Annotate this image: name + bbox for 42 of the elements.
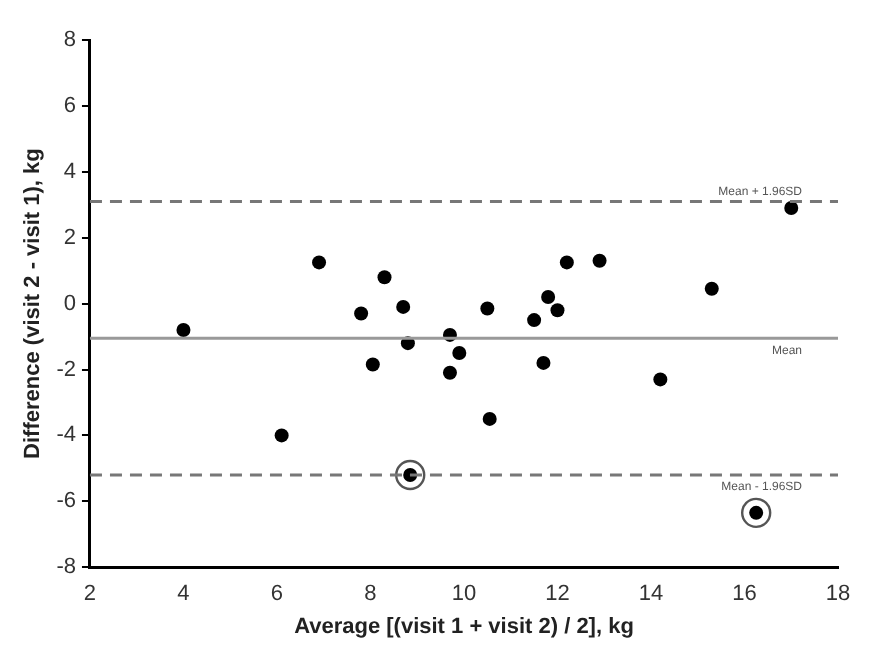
point — [527, 313, 542, 328]
y-tick-label: -8 — [56, 555, 76, 580]
x-tick-label: 10 — [451, 582, 477, 607]
y-tick-label: -2 — [56, 357, 76, 382]
point — [784, 201, 799, 216]
point — [395, 459, 426, 491]
y-tick-label: 8 — [63, 28, 76, 53]
point — [274, 428, 289, 443]
point — [541, 290, 556, 305]
x-tick-label: 18 — [825, 582, 851, 607]
point — [559, 255, 574, 270]
y-tick-label: -4 — [56, 423, 76, 448]
point — [396, 299, 411, 314]
x-tick-label: 16 — [732, 582, 757, 607]
point — [365, 357, 380, 372]
point — [452, 346, 467, 361]
x-axis-title: Average [(visit 1 + visit 2) / 2], kg — [294, 614, 634, 639]
point — [550, 303, 565, 318]
point — [704, 281, 719, 296]
point — [536, 355, 551, 370]
point — [592, 253, 607, 268]
x-tick-label: 8 — [364, 582, 377, 607]
y-tick-label: 6 — [63, 93, 76, 118]
point — [442, 365, 457, 380]
y-tick-label: 4 — [63, 159, 76, 184]
y-tick-label: -6 — [56, 489, 76, 514]
point — [480, 301, 495, 316]
point — [740, 497, 772, 529]
point — [176, 322, 191, 337]
point — [653, 372, 668, 387]
x-tick-label: 6 — [270, 582, 284, 607]
point — [312, 255, 327, 270]
y-tick-label: 2 — [63, 225, 76, 250]
y-tick-label: 0 — [63, 291, 76, 316]
x-tick-label: 2 — [83, 582, 97, 607]
x-tick-label: 12 — [545, 582, 570, 607]
point — [377, 270, 392, 285]
y-axis-title: Difference (visit 2 - visit 1), kg — [21, 148, 46, 459]
point — [354, 306, 369, 321]
x-tick-label: 14 — [638, 582, 664, 607]
point — [482, 411, 497, 426]
x-tick-label: 4 — [177, 582, 190, 607]
